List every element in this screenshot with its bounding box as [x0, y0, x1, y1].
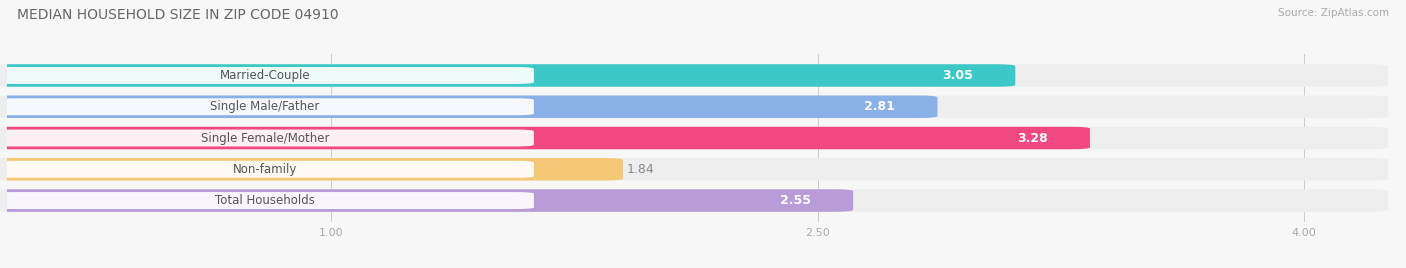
Text: Married-Couple: Married-Couple — [219, 69, 311, 82]
FancyBboxPatch shape — [0, 158, 1388, 181]
FancyBboxPatch shape — [0, 192, 534, 209]
FancyBboxPatch shape — [0, 127, 1090, 149]
FancyBboxPatch shape — [0, 189, 1388, 212]
FancyBboxPatch shape — [0, 158, 623, 181]
FancyBboxPatch shape — [0, 67, 534, 84]
FancyBboxPatch shape — [0, 64, 1015, 87]
FancyBboxPatch shape — [0, 189, 853, 212]
FancyBboxPatch shape — [0, 64, 1388, 87]
FancyBboxPatch shape — [0, 127, 1388, 149]
Text: Total Households: Total Households — [215, 194, 315, 207]
Text: MEDIAN HOUSEHOLD SIZE IN ZIP CODE 04910: MEDIAN HOUSEHOLD SIZE IN ZIP CODE 04910 — [17, 8, 339, 22]
Text: Single Male/Father: Single Male/Father — [209, 100, 319, 113]
Text: 1.84: 1.84 — [626, 163, 654, 176]
FancyBboxPatch shape — [0, 129, 534, 147]
Text: Non-family: Non-family — [232, 163, 297, 176]
Text: 3.28: 3.28 — [1017, 132, 1047, 144]
FancyBboxPatch shape — [0, 95, 1388, 118]
Text: 2.55: 2.55 — [780, 194, 811, 207]
FancyBboxPatch shape — [0, 98, 534, 115]
Text: 3.05: 3.05 — [942, 69, 973, 82]
Text: Single Female/Mother: Single Female/Mother — [201, 132, 329, 144]
Text: Source: ZipAtlas.com: Source: ZipAtlas.com — [1278, 8, 1389, 18]
Text: 2.81: 2.81 — [865, 100, 896, 113]
FancyBboxPatch shape — [0, 161, 534, 178]
FancyBboxPatch shape — [0, 95, 938, 118]
